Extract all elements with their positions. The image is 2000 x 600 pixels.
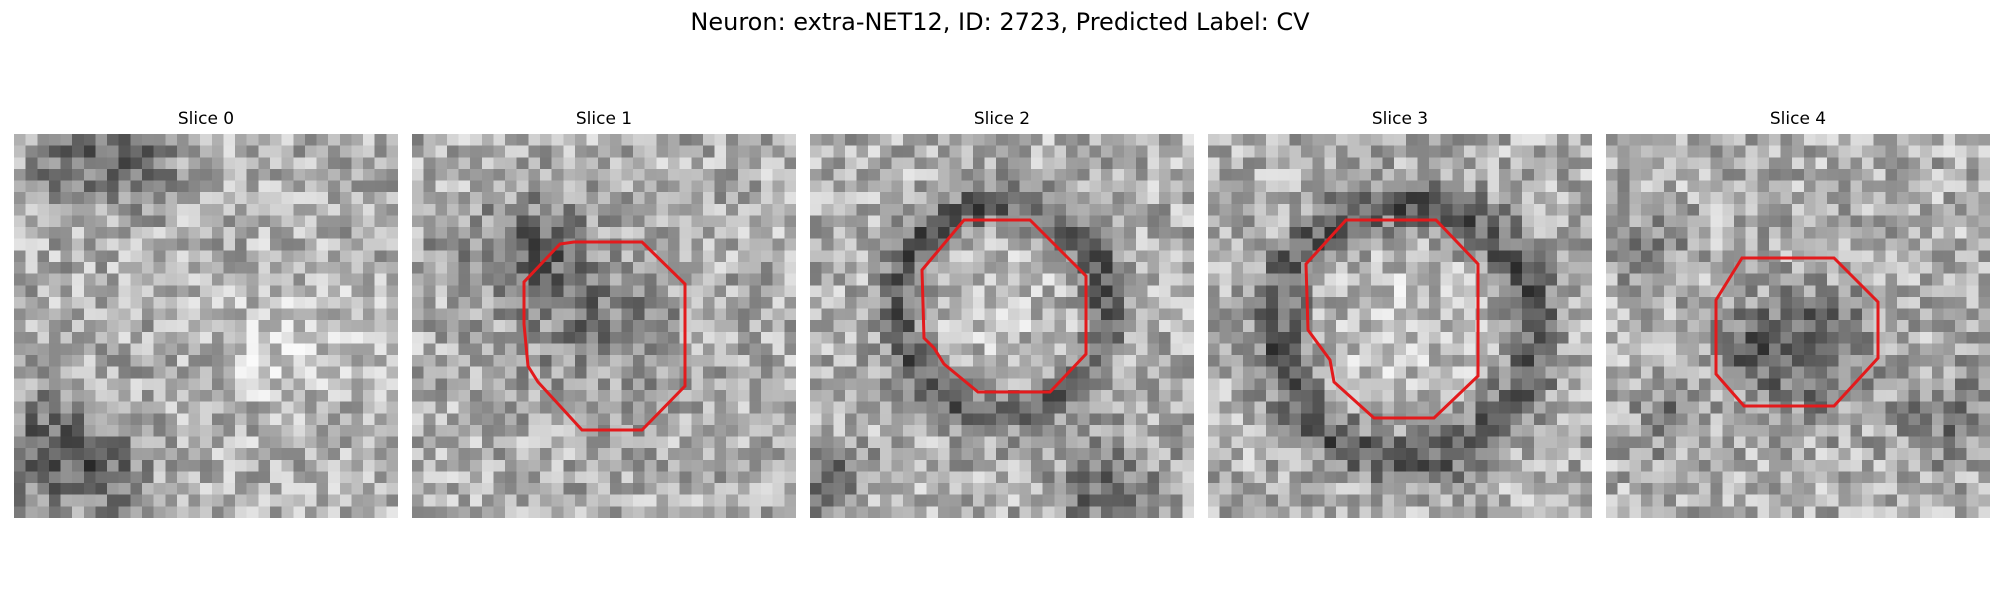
slice-4-image [1606,134,1990,518]
figure-title: Neuron: extra-NET12, ID: 2723, Predicted… [690,8,1310,36]
slice-3-title: Slice 3 [1371,109,1429,129]
slice-4-title: Slice 4 [1769,109,1827,129]
slice-2-title: Slice 2 [973,109,1031,129]
slice-1-roi-contour [522,240,687,432]
slice-2-roi-contour [920,218,1088,394]
slice-1-image [412,134,796,518]
slice-3-image [1208,134,1592,518]
slice-0-image [14,134,398,518]
slice-3-roi-contour [1304,218,1480,420]
slice-4-roi-contour [1714,256,1880,408]
slice-0-title: Slice 0 [177,109,235,129]
slice-2-overlay [920,218,1088,394]
slice-1-overlay [522,240,687,432]
slice-3-overlay [1304,218,1480,420]
slice-4-overlay [1714,256,1880,408]
slice-2-image [810,134,1194,518]
slice-1-title: Slice 1 [575,109,633,129]
